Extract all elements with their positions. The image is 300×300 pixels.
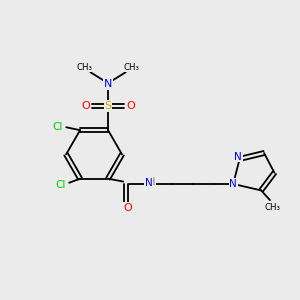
Text: H: H bbox=[148, 178, 156, 188]
Text: Cl: Cl bbox=[52, 122, 63, 132]
Text: CH₃: CH₃ bbox=[124, 63, 140, 72]
Text: O: O bbox=[123, 203, 132, 213]
Text: Cl: Cl bbox=[55, 180, 65, 190]
Text: O: O bbox=[126, 101, 135, 111]
Text: N: N bbox=[229, 179, 237, 189]
Text: CH₃: CH₃ bbox=[76, 63, 92, 72]
Text: CH₃: CH₃ bbox=[264, 203, 280, 212]
Text: N: N bbox=[145, 178, 153, 188]
Text: S: S bbox=[104, 101, 112, 111]
Text: O: O bbox=[81, 101, 90, 111]
Text: N: N bbox=[104, 79, 112, 89]
Text: N: N bbox=[234, 152, 242, 162]
